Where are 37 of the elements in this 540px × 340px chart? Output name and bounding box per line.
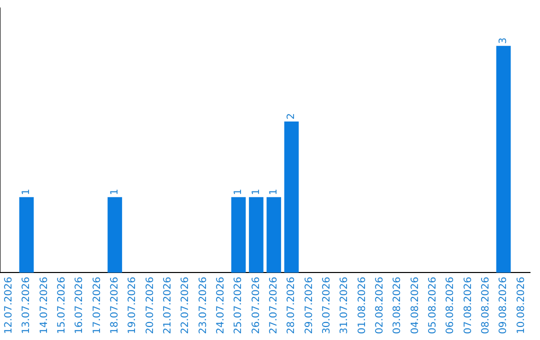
data-label: 1 [250, 188, 262, 196]
x-tick-label: 27.07.2026 [268, 276, 280, 334]
x-tick-label: 03.08.2026 [392, 276, 404, 334]
x-tick-label: 04.08.2026 [410, 276, 421, 334]
x-tick-label: 13.07.2026 [21, 276, 32, 334]
x-tick-label: 31.07.2026 [339, 276, 350, 334]
x-tick-label: 01.08.2026 [356, 276, 368, 334]
x-tick-label: 02.08.2026 [374, 276, 386, 334]
data-label: 1 [21, 188, 32, 196]
x-tick-label: 18.07.2026 [109, 276, 120, 334]
x-tick-label: 08.08.2026 [480, 276, 492, 334]
x-tick-label: 23.07.2026 [198, 276, 209, 334]
data-label: 3 [498, 37, 510, 44]
x-tick-label: 06.08.2026 [445, 276, 456, 334]
x-tick-label: 25.07.2026 [233, 276, 244, 334]
x-tick-label: 28.07.2026 [286, 276, 298, 334]
x-tick-label: 12.07.2026 [3, 276, 14, 334]
x-tick-label: 07.08.2026 [462, 276, 474, 334]
data-label: 1 [233, 188, 244, 196]
x-tick-label: 17.07.2026 [92, 276, 103, 334]
data-label: 1 [109, 188, 120, 196]
x-tick-label: 19.07.2026 [127, 276, 138, 334]
x-tick-label: 22.07.2026 [180, 276, 192, 334]
x-tick-label: 20.07.2026 [144, 276, 156, 334]
x-tick-label: 14.07.2026 [38, 276, 50, 334]
x-tick-label: 26.07.2026 [250, 276, 262, 334]
x-tick-label: 29.07.2026 [304, 276, 315, 334]
x-tick-label: 05.08.2026 [427, 276, 438, 334]
x-tick-label: 21.07.2026 [162, 276, 174, 334]
x-tick-label: 09.08.2026 [498, 276, 510, 334]
data-label: 1 [268, 188, 280, 196]
x-tick-label: 24.07.2026 [215, 276, 226, 334]
x-tick-label: 16.07.2026 [74, 276, 86, 334]
data-label: 2 [286, 113, 298, 120]
x-tick-label: 10.08.2026 [516, 276, 527, 334]
x-tick-label: 30.07.2026 [321, 276, 332, 334]
x-tick-label: 15.07.2026 [56, 276, 68, 334]
